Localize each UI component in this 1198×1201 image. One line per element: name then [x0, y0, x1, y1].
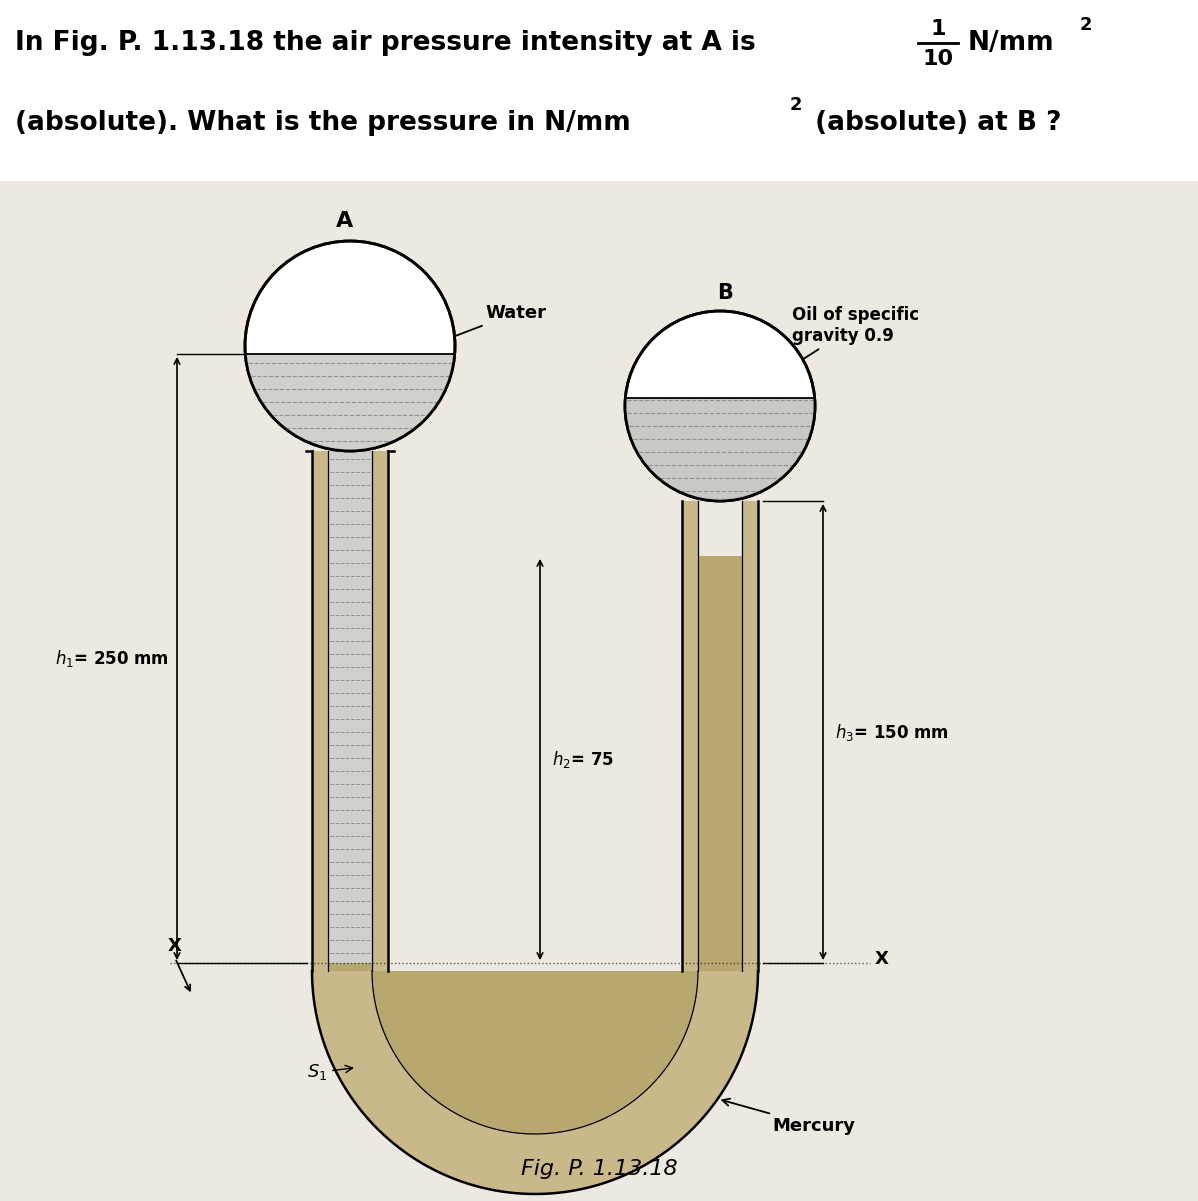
Text: $S_1$: $S_1$ [307, 1063, 352, 1082]
Text: 2: 2 [1081, 16, 1093, 34]
Text: 1: 1 [931, 19, 945, 38]
Text: In Fig. P. 1.13.18 the air pressure intensity at A is: In Fig. P. 1.13.18 the air pressure inte… [16, 30, 756, 56]
Bar [328, 452, 373, 963]
Circle shape [246, 241, 455, 452]
Text: 10: 10 [922, 49, 954, 68]
Text: A: A [337, 211, 353, 231]
Text: $h_3$= 150 mm: $h_3$= 150 mm [835, 722, 949, 742]
Polygon shape [246, 346, 455, 452]
Text: $h_1$= 250 mm: $h_1$= 250 mm [55, 649, 169, 669]
Bar [311, 452, 328, 970]
Bar [682, 501, 698, 970]
Text: B: B [718, 283, 733, 303]
Text: 2: 2 [789, 96, 803, 114]
Bar [0, 0, 1198, 181]
Text: Mercury: Mercury [722, 1099, 855, 1135]
Text: (absolute). What is the pressure in N/mm: (absolute). What is the pressure in N/mm [16, 110, 631, 136]
Text: N/mm: N/mm [968, 30, 1054, 56]
Bar [742, 501, 758, 970]
Text: Oil of specific
gravity 0.9: Oil of specific gravity 0.9 [762, 306, 919, 386]
Text: X: X [168, 937, 182, 955]
Circle shape [625, 311, 815, 501]
Text: Fig. P. 1.13.18: Fig. P. 1.13.18 [521, 1159, 677, 1179]
Text: $h_2$= 75: $h_2$= 75 [552, 749, 615, 770]
Text: X: X [875, 950, 889, 968]
Polygon shape [311, 970, 758, 1194]
Text: (absolute) at B ?: (absolute) at B ? [806, 110, 1061, 136]
Polygon shape [311, 963, 758, 1194]
Polygon shape [625, 398, 815, 501]
Bar [373, 452, 388, 970]
Text: Water: Water [399, 304, 546, 358]
Bar [698, 556, 742, 963]
